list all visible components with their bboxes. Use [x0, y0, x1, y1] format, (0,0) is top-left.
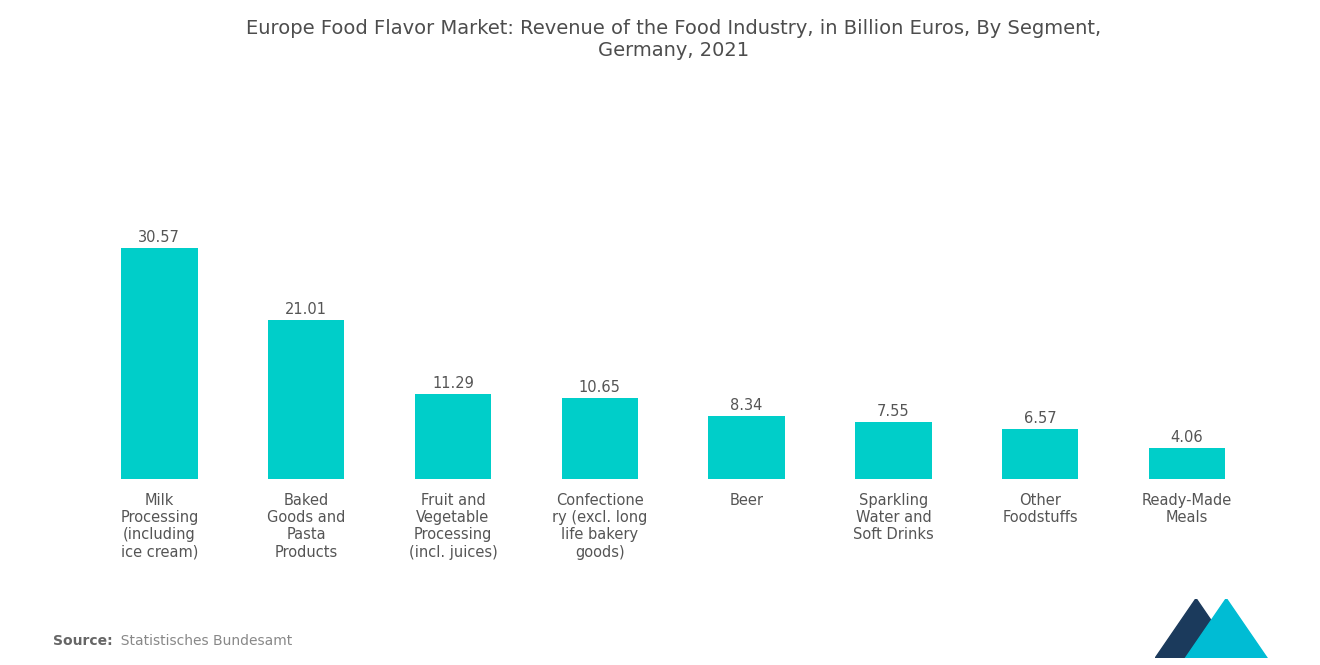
Text: 21.01: 21.01 [285, 303, 327, 317]
Bar [709, 416, 785, 479]
Text: 6.57: 6.57 [1024, 411, 1056, 426]
Bar [414, 394, 491, 479]
Bar [121, 248, 198, 479]
Text: Statistisches Bundesamt: Statistisches Bundesamt [112, 634, 293, 648]
Text: 8.34: 8.34 [730, 398, 763, 413]
Text: 11.29: 11.29 [432, 376, 474, 390]
Bar [268, 321, 345, 479]
Title: Europe Food Flavor Market: Revenue of the Food Industry, in Billion Euros, By Se: Europe Food Flavor Market: Revenue of th… [246, 19, 1101, 60]
Bar [1148, 448, 1225, 479]
Text: 4.06: 4.06 [1171, 430, 1204, 445]
Bar [561, 398, 638, 479]
Bar [855, 422, 932, 479]
Bar [1002, 429, 1078, 479]
Text: 10.65: 10.65 [579, 380, 620, 396]
Text: 30.57: 30.57 [139, 230, 181, 245]
Polygon shape [1185, 598, 1267, 658]
Polygon shape [1155, 598, 1237, 658]
Text: Source:: Source: [53, 634, 112, 648]
Text: 7.55: 7.55 [876, 404, 909, 419]
